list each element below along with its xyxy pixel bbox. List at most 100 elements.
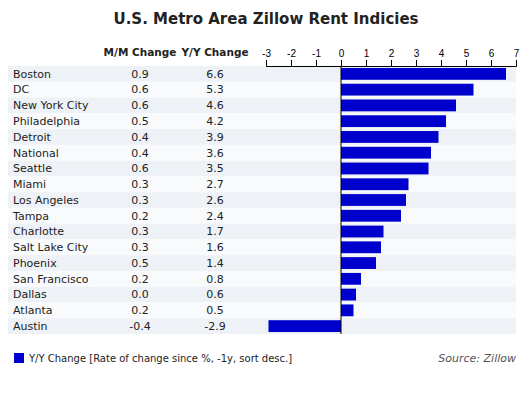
column-header: Y/Y Change xyxy=(180,46,248,58)
column-value: 6.6 xyxy=(206,68,224,81)
row-band xyxy=(8,192,516,208)
tick-mark xyxy=(366,60,367,66)
axis-line xyxy=(267,60,517,67)
bar xyxy=(341,68,506,80)
bar xyxy=(341,178,409,190)
bar xyxy=(341,226,384,238)
column-values: 0.90.60.60.50.40.40.60.30.30.20.30.30.50… xyxy=(129,68,150,333)
row-band xyxy=(8,176,516,192)
column-value: 4.2 xyxy=(206,115,224,128)
column-value: 0.2 xyxy=(131,210,149,223)
bar xyxy=(341,131,439,143)
bar xyxy=(341,289,356,301)
bar xyxy=(341,273,361,285)
tick-label: 5 xyxy=(464,48,470,59)
bar xyxy=(341,115,446,127)
tick-label: 3 xyxy=(414,48,420,59)
annotation: Source: Zillow xyxy=(438,352,516,365)
column-values: 6.65.34.64.23.93.63.52.72.62.41.71.61.40… xyxy=(204,68,225,333)
row-band xyxy=(8,208,516,224)
column-value: -2.9 xyxy=(204,320,225,333)
category-label: Seattle xyxy=(13,162,52,175)
row-band xyxy=(8,287,516,303)
row-band xyxy=(8,271,516,287)
tick-mark xyxy=(341,60,342,66)
tick-label: -2 xyxy=(287,48,296,59)
column-value: 0.4 xyxy=(131,131,149,144)
category-label: Phoenix xyxy=(13,257,57,270)
column-value: 2.4 xyxy=(206,210,224,223)
column-value: 0.0 xyxy=(131,288,149,301)
legend-swatch xyxy=(14,353,24,363)
column-value: 0.2 xyxy=(131,273,149,286)
column-value: 0.5 xyxy=(131,115,149,128)
tick-label: 7 xyxy=(514,48,520,59)
column-value: 0.5 xyxy=(131,257,149,270)
tick-mark xyxy=(416,60,417,66)
tick: -3 xyxy=(262,48,271,66)
legend: Y/Y Change [Rate of change since %, -1y,… xyxy=(14,353,292,364)
chart: U.S. Metro Area Zillow Rent Indicies -3 -2… xyxy=(0,0,532,394)
row-band xyxy=(8,161,516,177)
row-band xyxy=(8,145,516,161)
bar xyxy=(341,257,376,269)
column-value: 1.7 xyxy=(206,225,224,238)
category-label: Charlotte xyxy=(13,225,64,238)
title: U.S. Metro Area Zillow Rent Indicies xyxy=(113,10,418,28)
category-label: Detroit xyxy=(13,131,52,144)
category-label: Philadelphia xyxy=(13,115,80,128)
row-backgrounds xyxy=(8,66,516,334)
tick-mark xyxy=(266,60,267,66)
tick: 6 xyxy=(489,48,495,66)
bar xyxy=(341,210,401,222)
column-value: 0.6 xyxy=(131,83,149,96)
tick-label: 1 xyxy=(364,48,370,59)
column-value: -0.4 xyxy=(129,320,150,333)
category-label: New York City xyxy=(13,99,89,112)
column-header: M/M Change xyxy=(104,46,177,58)
row-band xyxy=(8,66,516,82)
tick: 7 xyxy=(514,48,520,66)
category-label: Miami xyxy=(13,178,46,191)
row-band xyxy=(8,239,516,255)
row-band xyxy=(8,255,516,271)
tick: 2 xyxy=(389,48,395,66)
column-value: 1.6 xyxy=(206,241,224,254)
category-labels: BostonDCNew York CityPhiladelphiaDetroit… xyxy=(12,68,89,333)
category-label: Tampa xyxy=(12,210,49,223)
tick: 1 xyxy=(364,48,370,66)
row-band xyxy=(8,98,516,114)
row-band xyxy=(8,113,516,129)
zero-line xyxy=(341,66,342,334)
column-value: 0.6 xyxy=(206,288,224,301)
legend-label: Y/Y Change [Rate of change since %, -1y,… xyxy=(28,353,292,364)
tick: 4 xyxy=(439,48,445,66)
column-value: 3.5 xyxy=(206,162,224,175)
column-value: 0.6 xyxy=(131,162,149,175)
x-axis: -3-2-101234567 xyxy=(262,48,520,67)
tick: -2 xyxy=(287,48,296,66)
category-label: National xyxy=(13,147,59,160)
column-value: 0.9 xyxy=(131,68,149,81)
column-value: 0.3 xyxy=(131,178,149,191)
category-label: Dallas xyxy=(13,288,47,301)
tick-label: -3 xyxy=(262,48,271,59)
row-band xyxy=(8,129,516,145)
column-value: 3.6 xyxy=(206,147,224,160)
category-label: San Francisco xyxy=(13,273,89,286)
tick: 5 xyxy=(464,48,470,66)
column-value: 0.6 xyxy=(131,99,149,112)
tick-mark xyxy=(291,60,292,66)
bar xyxy=(341,147,431,159)
bar xyxy=(341,100,456,112)
category-label: DC xyxy=(13,83,29,96)
tick-mark xyxy=(491,60,492,66)
bars xyxy=(269,66,507,334)
tick-label: 4 xyxy=(439,48,445,59)
bar xyxy=(341,241,381,253)
bar xyxy=(341,84,474,96)
tick-label: 0 xyxy=(339,48,345,59)
tick-mark xyxy=(516,60,517,66)
column-value: 2.7 xyxy=(206,178,224,191)
column-value: 0.4 xyxy=(131,147,149,160)
